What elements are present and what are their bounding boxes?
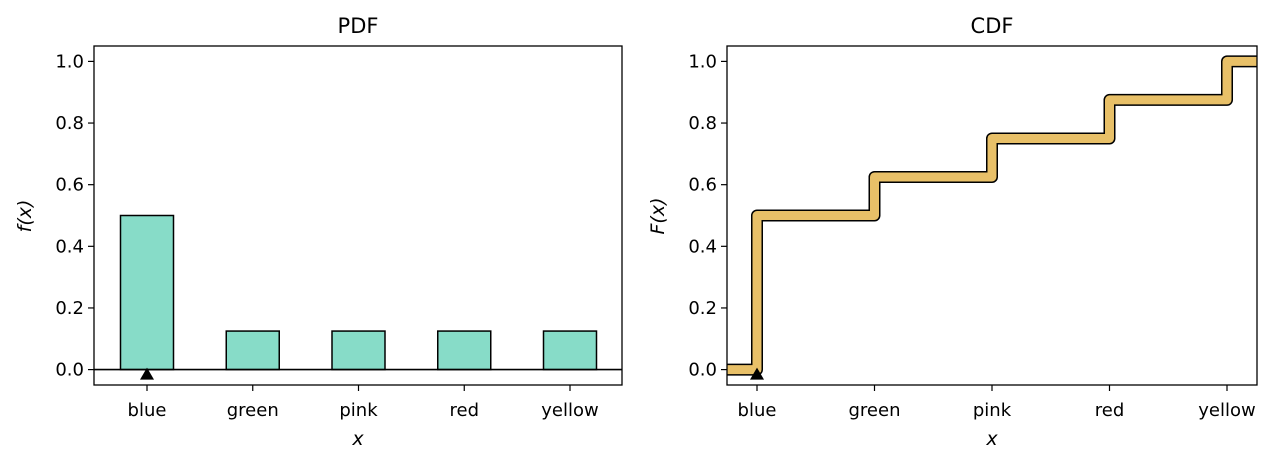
pdf-bars [119, 214, 598, 371]
cdf-y-ticks: 0.0 0.2 0.4 0.6 0.8 1.0 [688, 51, 727, 381]
pdf-ylabel: f(x) [14, 200, 36, 233]
pdf-ytick-label: 0.0 [55, 360, 84, 381]
pdf-xlabel: x [351, 428, 364, 450]
cdf-step-fill [727, 56, 1257, 375]
pdf-xtick-label: blue [128, 400, 167, 421]
pdf-title: PDF [338, 14, 379, 38]
cdf-xlabel: x [985, 428, 998, 450]
pdf-bar-blue [119, 214, 175, 371]
pdf-xtick-label: green [227, 400, 279, 421]
pdf-xtick-label: pink [339, 400, 378, 421]
cdf-ylabel: F(x) [647, 198, 669, 235]
cdf-marker [750, 367, 764, 380]
cdf-chart: CDF 0.0 0.2 0.4 0.6 0.8 1.0 blue green pink red y… [647, 14, 1258, 450]
pdf-ytick-label: 1.0 [55, 51, 84, 72]
pdf-ytick-label: 0.6 [55, 175, 84, 196]
cdf-title: CDF [971, 14, 1014, 38]
cdf-ytick-label: 0.4 [688, 236, 717, 257]
pdf-y-ticks: 0.0 0.2 0.4 0.6 0.8 1.0 [55, 51, 94, 381]
pdf-xtick-label: yellow [541, 400, 598, 421]
cdf-ytick-label: 0.8 [688, 113, 717, 134]
pdf-chart: PDF 0.0 0.2 0.4 0.6 0.8 1.0 blue green pink red y… [14, 14, 623, 450]
cdf-xtick-label: green [849, 400, 901, 421]
pdf-x-ticks: blue green pink red yellow [128, 385, 599, 421]
pdf-bar-yellow [542, 330, 598, 371]
cdf-xtick-label: yellow [1198, 400, 1255, 421]
cdf-xtick-label: blue [738, 400, 777, 421]
cdf-xtick-label: pink [973, 400, 1012, 421]
pdf-marker [140, 367, 154, 380]
cdf-xtick-label: red [1095, 400, 1125, 421]
pdf-bar-red [437, 330, 492, 371]
cdf-x-ticks: blue green pink red yellow [738, 385, 1256, 421]
pdf-ytick-label: 0.8 [55, 113, 84, 134]
cdf-step-line [727, 55, 1257, 376]
pdf-bar-green [225, 330, 280, 371]
cdf-ytick-label: 1.0 [688, 51, 717, 72]
pdf-xtick-label: red [449, 400, 479, 421]
pdf-ytick-label: 0.4 [55, 236, 84, 257]
pdf-ytick-label: 0.2 [55, 298, 84, 319]
cdf-ytick-label: 0.6 [688, 175, 717, 196]
cdf-ytick-label: 0.0 [688, 360, 717, 381]
pdf-bar-pink [331, 330, 386, 371]
cdf-ytick-label: 0.2 [688, 298, 717, 319]
